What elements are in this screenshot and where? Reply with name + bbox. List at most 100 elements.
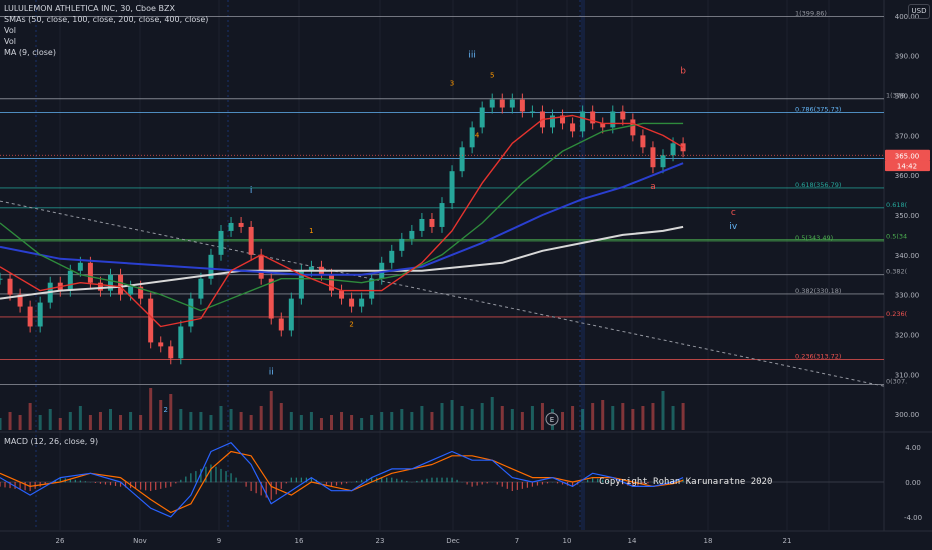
- volume-bar: [300, 415, 303, 430]
- macd-axis-tick: -4.00: [904, 514, 922, 522]
- macd-histogram-bar: [356, 481, 357, 482]
- candle-body: [88, 263, 93, 283]
- sma-100-line: [0, 123, 683, 310]
- volume-bar: [29, 403, 32, 430]
- volume-bar: [441, 403, 444, 430]
- macd-histogram-bar: [587, 480, 588, 482]
- volume-bar: [451, 400, 454, 430]
- volume-bar: [481, 403, 484, 430]
- macd-histogram-bar: [537, 482, 538, 486]
- macd-histogram-bar: [346, 482, 347, 483]
- volume-bar: [571, 406, 574, 430]
- macd-histogram-bar: [456, 480, 457, 482]
- candle-body: [178, 326, 183, 358]
- macd-histogram-bar: [271, 482, 272, 500]
- candle-body: [570, 123, 575, 131]
- macd-histogram-bar: [160, 482, 161, 489]
- macd-histogram-bar: [251, 482, 252, 491]
- volume-bar: [641, 406, 644, 430]
- time-axis-tick: 14: [628, 537, 637, 545]
- price-axis-tick: 340.00: [895, 252, 920, 260]
- candle-body: [610, 111, 615, 127]
- volume-bar: [49, 409, 52, 430]
- macd-histogram-bar: [517, 482, 518, 490]
- macd-histogram-bar: [502, 482, 503, 487]
- candle-body: [118, 275, 123, 295]
- volume-bar: [350, 415, 353, 430]
- macd-histogram-bar: [145, 482, 146, 490]
- wave-label: c: [731, 208, 736, 218]
- macd-histogram-bar: [522, 482, 523, 489]
- volume-bar: [360, 418, 363, 430]
- price-axis-tick: 320.00: [895, 331, 920, 339]
- macd-histogram-bar: [210, 465, 211, 483]
- wave-label: a: [650, 182, 656, 192]
- volume-bar: [290, 412, 293, 430]
- macd-histogram-bar: [532, 482, 533, 487]
- volume-bar: [410, 412, 413, 430]
- candle-body: [249, 227, 254, 255]
- currency-badge[interactable]: USD: [908, 4, 930, 19]
- price-axis-tick: 350.00: [895, 212, 920, 220]
- volume-bar: [99, 412, 102, 430]
- candle-body: [640, 135, 645, 147]
- macd-histogram-bar: [542, 482, 543, 484]
- candle-body: [620, 111, 625, 119]
- macd-histogram-bar: [426, 479, 427, 483]
- earnings-marker-label: E: [550, 416, 554, 424]
- macd-histogram-bar: [100, 482, 101, 484]
- price-axis-tick: 310.00: [895, 371, 920, 379]
- wave-label: b: [680, 67, 686, 77]
- volume-bar: [662, 391, 665, 430]
- macd-histogram-bar: [150, 482, 151, 491]
- macd-histogram-bar: [155, 482, 156, 490]
- macd-histogram-bar: [497, 482, 498, 484]
- macd-histogram-bar: [527, 482, 528, 488]
- candle-body: [359, 299, 364, 307]
- macd-histogram-bar: [361, 480, 362, 482]
- volume-bar: [79, 406, 82, 430]
- legend-ma: MA (9, close): [4, 47, 208, 58]
- candle-body: [630, 119, 635, 135]
- candle-body: [78, 263, 83, 271]
- macd-histogram-bar: [115, 482, 116, 486]
- macd-histogram-bar: [165, 482, 166, 488]
- wave-label: 4: [475, 131, 480, 139]
- macd-histogram-bar: [557, 482, 558, 483]
- macd-histogram-bar: [512, 482, 513, 491]
- candle-body: [168, 346, 173, 358]
- volume-bar: [400, 409, 403, 430]
- volume-bar: [69, 412, 72, 430]
- time-axis-tick: 18: [704, 537, 713, 545]
- chart-legend: LULULEMON ATHLETICA INC, 30, Cboe BZX SM…: [4, 3, 208, 58]
- volume-bar: [561, 412, 564, 430]
- volume-bar: [651, 403, 654, 430]
- volume-bar: [461, 406, 464, 430]
- macd-histogram-bar: [0, 482, 1, 487]
- legend-vol-2: Vol: [4, 36, 208, 47]
- candle-body: [329, 275, 334, 291]
- wave-label: iii: [468, 51, 476, 61]
- macd-histogram-bar: [235, 478, 236, 483]
- macd-histogram-bar: [547, 482, 548, 483]
- macd-axis-tick: 0.00: [905, 479, 921, 487]
- candle-body: [671, 143, 676, 155]
- macd-histogram-bar: [246, 482, 247, 487]
- candle-body: [0, 279, 3, 280]
- candle-body: [289, 299, 294, 331]
- candle-body: [269, 279, 274, 319]
- macd-histogram-bar: [467, 482, 468, 484]
- candle-body: [460, 147, 465, 171]
- macd-histogram-bar: [80, 481, 81, 483]
- macd-histogram-bar: [185, 477, 186, 483]
- time-axis-tick: 26: [56, 537, 65, 545]
- volume-bar: [601, 400, 604, 430]
- volume-bar: [581, 409, 584, 430]
- macd-histogram-bar: [396, 479, 397, 483]
- volume-bar: [611, 406, 614, 430]
- volume-bar: [541, 403, 544, 430]
- candle-body: [68, 271, 73, 291]
- macd-histogram-bar: [190, 473, 191, 482]
- volume-bar: [230, 409, 233, 430]
